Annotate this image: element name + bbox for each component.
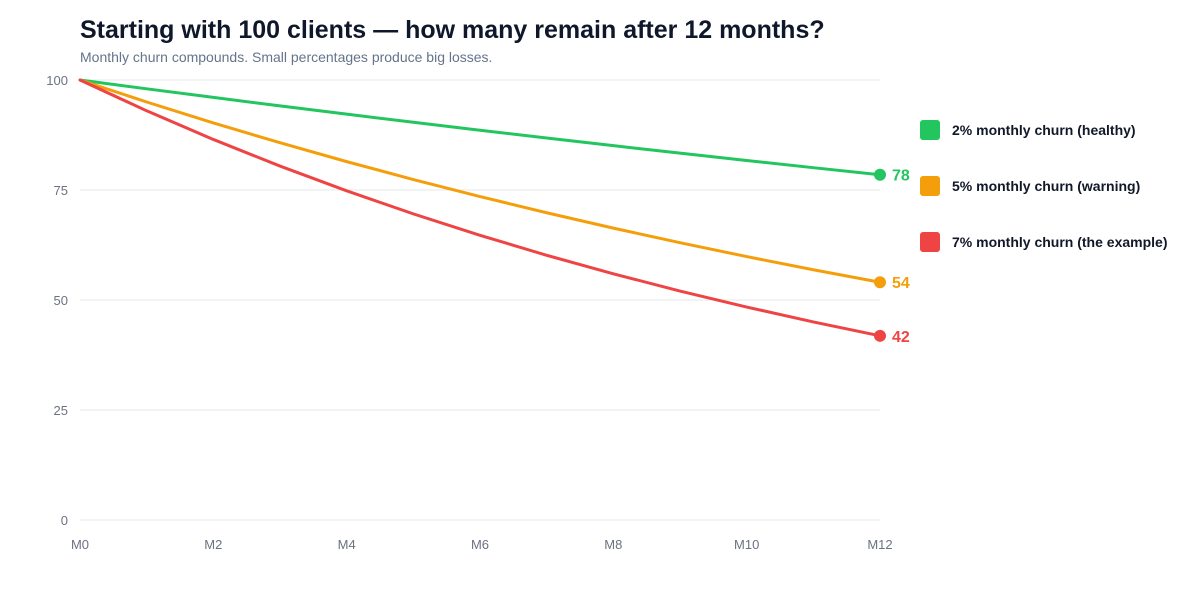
end-markers: 78 54 42 — [874, 168, 910, 346]
x-tick-label: M2 — [204, 537, 222, 552]
series-lines — [78, 78, 882, 338]
series-line — [78, 78, 882, 338]
x-tick-label: M8 — [604, 537, 622, 552]
chart-title: Starting with 100 clients — how many rem… — [80, 16, 825, 44]
series-line — [78, 78, 882, 284]
x-tick-label: M0 — [71, 537, 89, 552]
legend-swatch-example — [920, 232, 940, 252]
legend-item-healthy: 2% monthly churn (healthy) — [920, 118, 1167, 142]
grid-lines — [80, 79, 880, 521]
chart-subtitle: Monthly churn compounds. Small percentag… — [80, 49, 493, 65]
y-tick-label: 25 — [54, 403, 68, 418]
series-end-point — [874, 168, 886, 181]
series-end-label: 54 — [892, 275, 910, 292]
x-tick-label: M4 — [338, 537, 356, 552]
y-tick-label: 0 — [61, 513, 68, 528]
series-end-label: 78 — [892, 168, 910, 185]
series-end-label: 42 — [892, 329, 910, 346]
legend-item-warning: 5% monthly churn (warning) — [920, 174, 1167, 198]
x-tick-label: M6 — [471, 537, 489, 552]
legend-swatch-warning — [920, 176, 940, 196]
series-line — [78, 78, 882, 177]
legend: 2% monthly churn (healthy) 5% monthly ch… — [920, 118, 1167, 286]
y-tick-label: 75 — [54, 183, 68, 198]
x-tick-label: M12 — [867, 537, 892, 552]
y-tick-label: 100 — [46, 73, 68, 88]
x-tick-label: M10 — [734, 537, 759, 552]
series-end-point — [874, 329, 886, 342]
legend-label-healthy: 2% monthly churn (healthy) — [952, 122, 1136, 138]
legend-swatch-healthy — [920, 120, 940, 140]
legend-label-example: 7% monthly churn (the example) — [952, 234, 1168, 250]
legend-item-example: 7% monthly churn (the example) — [920, 230, 1167, 254]
series-end-point — [874, 276, 886, 289]
legend-label-warning: 5% monthly churn (warning) — [952, 178, 1141, 194]
axis-tick-labels: 0 25 50 75 100 M0 M2 M4 M6 M8 M10 M12 — [46, 73, 892, 552]
y-tick-label: 50 — [54, 293, 68, 308]
